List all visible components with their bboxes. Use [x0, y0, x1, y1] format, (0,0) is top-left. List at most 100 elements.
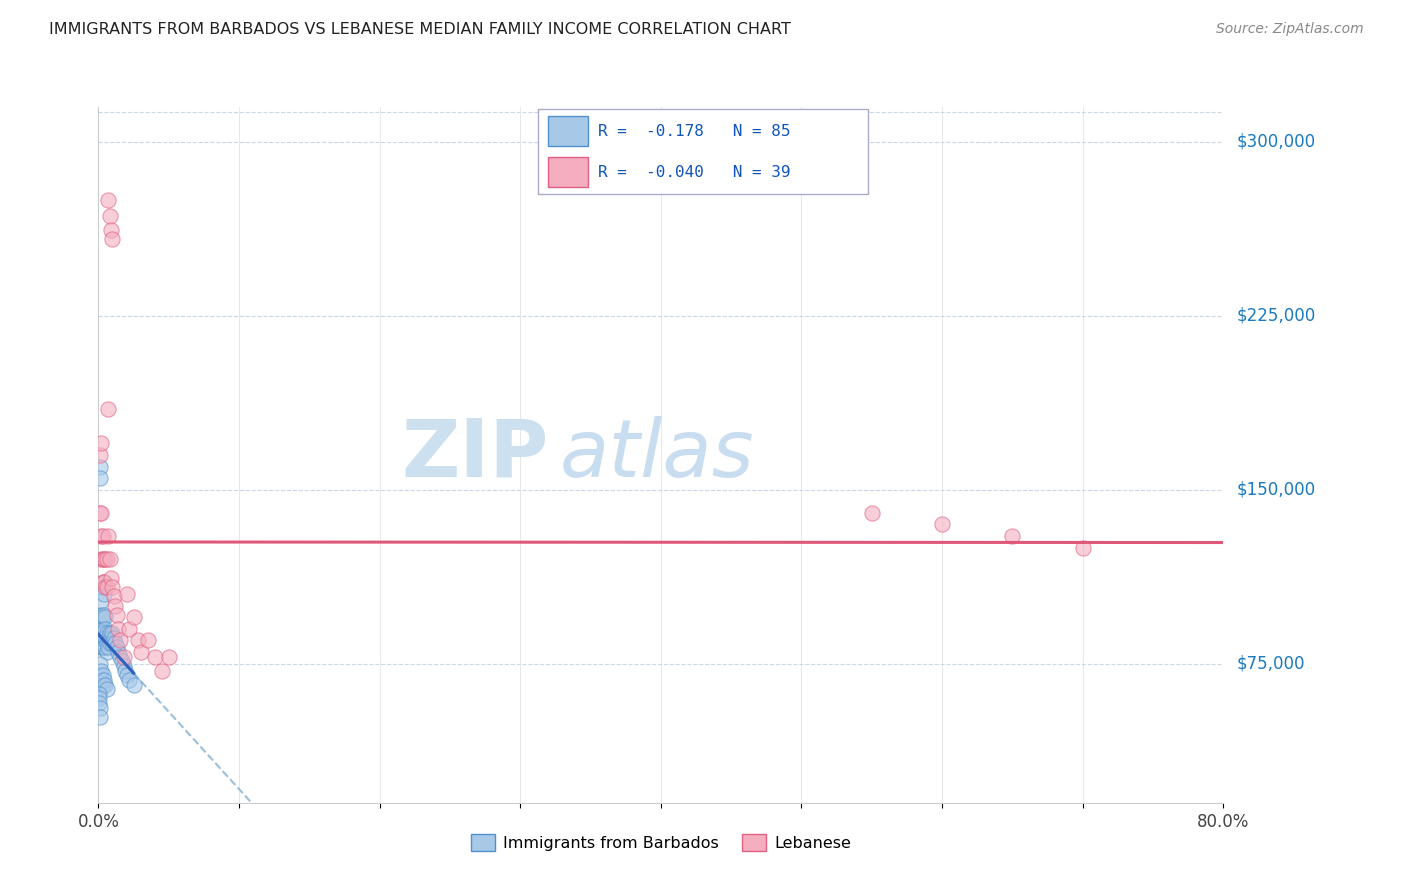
Point [101, 580, 124, 594]
Point [115, 587, 138, 601]
Point [89, 622, 111, 636]
Point [89, 506, 111, 520]
Point [101, 626, 124, 640]
Point [97, 631, 120, 645]
Point [118, 622, 141, 636]
Point [93, 626, 115, 640]
Point [136, 633, 159, 648]
Point [89, 710, 111, 724]
Text: atlas: atlas [560, 416, 755, 494]
Point [931, 517, 953, 532]
Point [98, 626, 121, 640]
Point [89, 448, 111, 462]
Point [90, 436, 112, 450]
Point [115, 668, 138, 682]
Text: IMMIGRANTS FROM BARBADOS VS LEBANESE MEDIAN FAMILY INCOME CORRELATION CHART: IMMIGRANTS FROM BARBADOS VS LEBANESE MED… [49, 22, 792, 37]
Point [108, 633, 131, 648]
Text: ZIP: ZIP [401, 416, 548, 494]
Point [96, 580, 118, 594]
FancyBboxPatch shape [548, 116, 588, 146]
Point [94, 552, 117, 566]
Point [91, 622, 114, 636]
Point [91, 631, 114, 645]
Point [89, 696, 111, 710]
Point [90, 664, 112, 678]
Point [860, 506, 883, 520]
Point [91, 636, 114, 650]
Text: $300,000: $300,000 [1237, 133, 1316, 151]
Point [100, 631, 122, 645]
Point [1071, 541, 1094, 555]
Point [93, 640, 115, 655]
Point [101, 636, 124, 650]
Point [90, 626, 112, 640]
Point [96, 682, 118, 697]
Point [122, 610, 145, 624]
Point [89, 691, 111, 706]
Point [89, 626, 111, 640]
Point [111, 654, 134, 668]
Point [89, 622, 111, 636]
Point [90, 552, 112, 566]
Point [93, 631, 115, 645]
Point [93, 607, 115, 622]
Point [89, 631, 111, 645]
Point [96, 552, 118, 566]
Point [104, 636, 127, 650]
Point [90, 633, 112, 648]
Point [90, 529, 112, 543]
Point [90, 638, 112, 652]
Point [107, 645, 129, 659]
Point [96, 626, 118, 640]
Point [150, 664, 173, 678]
Point [96, 645, 118, 659]
Point [114, 664, 136, 678]
Point [91, 529, 114, 543]
Point [89, 687, 111, 701]
Point [127, 633, 149, 648]
Point [94, 677, 117, 691]
Point [91, 640, 114, 655]
Point [89, 610, 111, 624]
Point [100, 223, 122, 237]
Point [89, 459, 111, 474]
Point [90, 580, 112, 594]
Point [112, 649, 135, 664]
Point [97, 193, 120, 207]
Point [90, 633, 112, 648]
Point [89, 700, 111, 714]
Point [98, 552, 121, 566]
Point [112, 659, 135, 673]
Text: $225,000: $225,000 [1237, 307, 1316, 325]
Point [100, 571, 122, 585]
Point [87, 626, 110, 640]
Point [143, 649, 166, 664]
Point [118, 673, 141, 687]
Text: R =  -0.178   N = 85: R = -0.178 N = 85 [599, 124, 792, 138]
Point [89, 668, 111, 682]
FancyBboxPatch shape [548, 157, 588, 187]
Point [91, 610, 114, 624]
Point [91, 640, 114, 655]
Point [105, 607, 128, 622]
Legend: Immigrants from Barbados, Lebanese: Immigrants from Barbados, Lebanese [464, 828, 858, 857]
Point [90, 622, 112, 636]
Point [91, 668, 114, 682]
Point [107, 622, 129, 636]
Point [89, 617, 111, 632]
Point [91, 677, 114, 691]
Point [94, 580, 117, 594]
Point [93, 575, 115, 590]
Point [89, 610, 111, 624]
Point [90, 506, 112, 520]
Point [89, 657, 111, 671]
Point [122, 677, 145, 691]
Point [94, 622, 117, 636]
Point [94, 640, 117, 655]
Point [89, 631, 111, 645]
Point [90, 594, 112, 608]
Point [93, 631, 117, 645]
Point [94, 631, 117, 645]
Point [91, 636, 114, 650]
Point [90, 631, 114, 645]
